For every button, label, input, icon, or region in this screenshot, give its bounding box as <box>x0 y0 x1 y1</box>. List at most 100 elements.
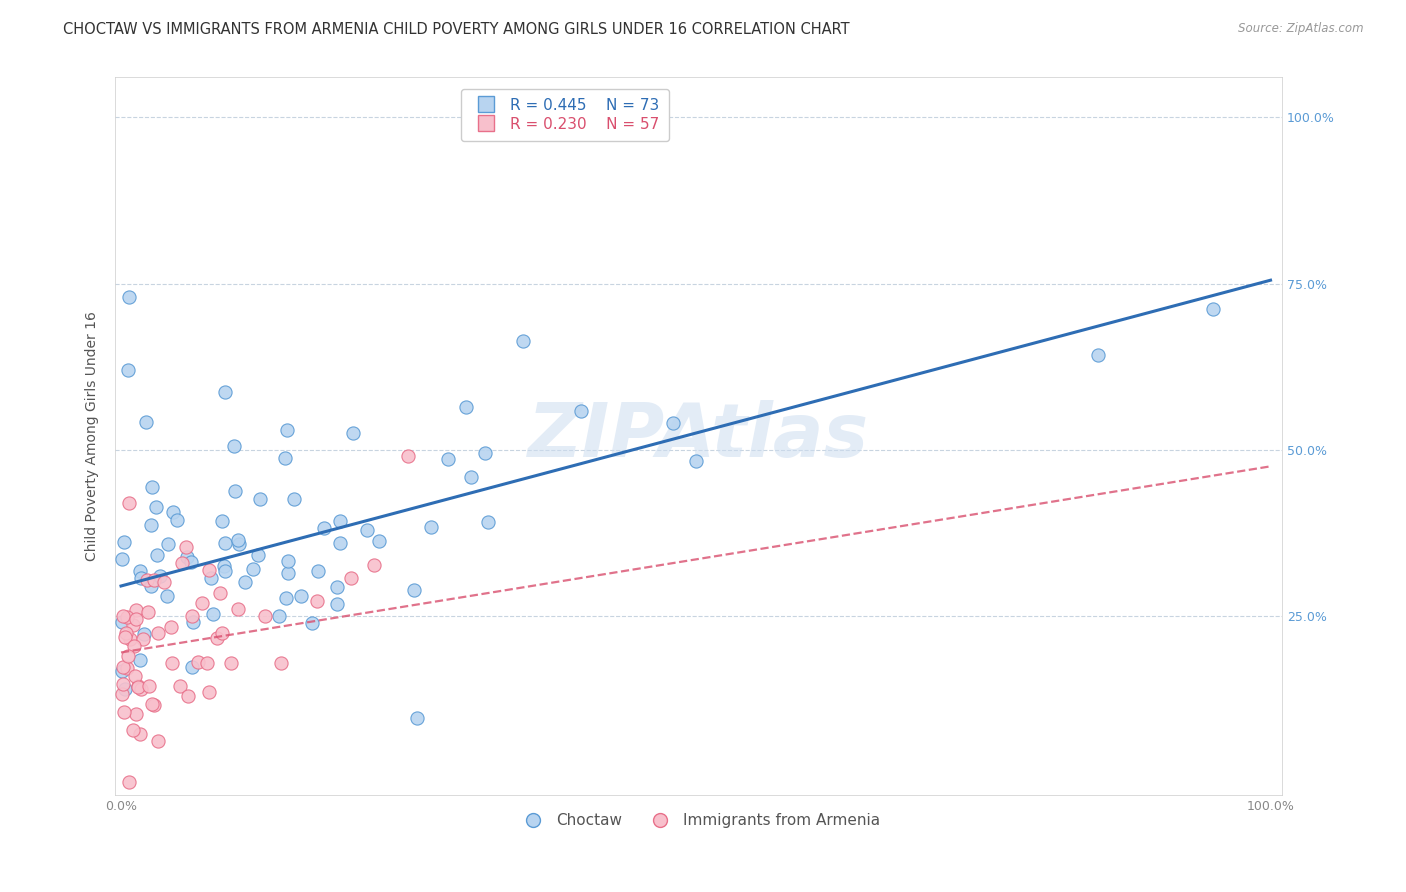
Point <box>138 679 160 693</box>
Point <box>569 404 592 418</box>
Point <box>111 608 134 623</box>
Point <box>122 617 145 632</box>
Point <box>228 602 250 616</box>
Point <box>221 656 243 670</box>
Point <box>396 450 419 464</box>
Point <box>131 632 153 647</box>
Point <box>125 612 148 626</box>
Point <box>149 569 172 583</box>
Point <box>512 334 534 349</box>
Point <box>181 660 204 674</box>
Point <box>139 579 162 593</box>
Point <box>290 590 312 604</box>
Point <box>454 400 477 414</box>
Text: Source: ZipAtlas.com: Source: ZipAtlas.com <box>1239 22 1364 36</box>
Y-axis label: Child Poverty Among Girls Under 16: Child Poverty Among Girls Under 16 <box>86 311 100 561</box>
Point <box>195 656 218 670</box>
Point <box>183 615 205 630</box>
Point <box>356 523 378 537</box>
Point <box>340 571 363 585</box>
Point <box>129 682 152 697</box>
Point <box>118 496 141 510</box>
Point <box>156 589 179 603</box>
Point <box>305 594 328 608</box>
Point <box>111 665 134 679</box>
Point <box>117 363 139 377</box>
Point <box>198 563 221 577</box>
Point <box>181 608 204 623</box>
Point <box>283 491 305 506</box>
Point <box>329 515 352 529</box>
Point <box>211 514 233 528</box>
Point <box>437 452 460 467</box>
Point <box>214 385 236 400</box>
Point <box>224 483 246 498</box>
Point <box>153 575 176 590</box>
Point <box>307 564 329 578</box>
Point <box>117 649 139 664</box>
Point <box>1087 348 1109 362</box>
Point <box>114 682 136 697</box>
Point <box>277 554 299 568</box>
Point <box>176 541 198 555</box>
Point <box>129 564 152 578</box>
Point <box>342 426 364 441</box>
Point <box>211 626 233 640</box>
Point <box>143 573 166 587</box>
Point <box>242 562 264 576</box>
Point <box>198 684 221 698</box>
Point <box>301 615 323 630</box>
Point <box>474 446 496 460</box>
Point <box>142 698 165 712</box>
Point <box>145 549 167 563</box>
Point <box>139 517 162 532</box>
Point <box>277 566 299 580</box>
Point <box>460 470 482 484</box>
Point <box>1202 301 1225 316</box>
Point <box>180 555 202 569</box>
Point <box>274 591 297 606</box>
Point <box>249 492 271 507</box>
Point <box>177 689 200 703</box>
Point <box>118 775 141 789</box>
Point <box>127 679 149 693</box>
Point <box>214 564 236 578</box>
Point <box>202 607 225 621</box>
Point <box>112 706 135 720</box>
Point <box>112 677 135 691</box>
Point <box>117 610 139 624</box>
Point <box>110 687 132 701</box>
Point <box>222 438 245 452</box>
Point <box>136 605 159 619</box>
Point <box>368 534 391 549</box>
Point <box>114 630 136 644</box>
Point <box>326 580 349 594</box>
Text: CHOCTAW VS IMMIGRANTS FROM ARMENIA CHILD POVERTY AMONG GIRLS UNDER 16 CORRELATIO: CHOCTAW VS IMMIGRANTS FROM ARMENIA CHILD… <box>63 22 849 37</box>
Point <box>115 661 138 675</box>
Point <box>125 602 148 616</box>
Point <box>146 734 169 748</box>
Point <box>276 423 298 437</box>
Point <box>212 559 235 574</box>
Point <box>111 615 134 629</box>
Point <box>118 632 141 646</box>
Point <box>187 655 209 669</box>
Point <box>191 596 214 610</box>
Point <box>207 632 229 646</box>
Point <box>124 668 146 682</box>
Point <box>134 627 156 641</box>
Point <box>402 583 425 598</box>
Point <box>157 537 180 551</box>
Point <box>141 480 163 494</box>
Point <box>253 609 276 624</box>
Point <box>406 711 429 725</box>
Point <box>118 290 141 304</box>
Point <box>267 609 290 624</box>
Point <box>273 450 295 465</box>
Point <box>159 620 181 634</box>
Point <box>246 549 269 563</box>
Point <box>226 533 249 547</box>
Point <box>172 556 194 570</box>
Legend: Choctaw, Immigrants from Armenia: Choctaw, Immigrants from Armenia <box>512 807 886 834</box>
Point <box>363 558 385 572</box>
